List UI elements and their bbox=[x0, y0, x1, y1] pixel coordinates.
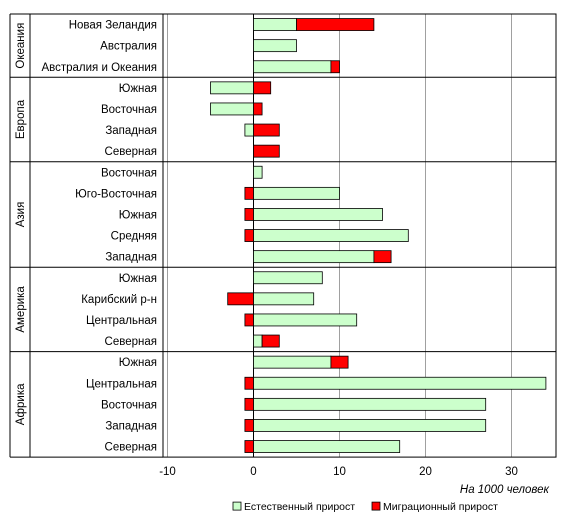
bar-migration-increase bbox=[253, 144, 280, 158]
category-label: Австралия и Океания bbox=[41, 62, 157, 74]
category-label: Средняя bbox=[111, 231, 157, 243]
bar-natural-increase bbox=[210, 81, 254, 95]
category-label: Южная bbox=[119, 83, 157, 95]
bar-natural-increase bbox=[253, 376, 547, 390]
bar-natural-increase bbox=[253, 397, 487, 411]
category-label: Восточная bbox=[101, 399, 157, 411]
plot-frame bbox=[162, 13, 557, 458]
category-label: Северная bbox=[105, 442, 157, 454]
bar-natural-increase bbox=[253, 271, 323, 285]
group-label: Азия bbox=[15, 202, 27, 228]
bar-natural-increase bbox=[253, 250, 375, 264]
bar-migration-increase bbox=[296, 18, 375, 31]
bar-natural-increase bbox=[253, 18, 297, 31]
x-tick-label: 10 bbox=[333, 466, 346, 478]
bar-natural-increase bbox=[253, 355, 332, 369]
category-label: Карибский р-н bbox=[81, 294, 157, 306]
bar-natural-increase bbox=[253, 60, 332, 74]
category-label: Центральная bbox=[86, 315, 157, 327]
group-label: Африка bbox=[15, 383, 27, 425]
bar-natural-increase bbox=[253, 165, 263, 179]
group-label: Океания bbox=[15, 23, 27, 69]
bar-migration-increase bbox=[330, 60, 340, 74]
bar-migration-increase bbox=[244, 376, 254, 390]
bar-migration-increase bbox=[253, 81, 272, 95]
category-labels: Новая Зеландия Австралия Австралия и Океан… bbox=[41, 20, 157, 454]
category-label: Южная bbox=[119, 209, 157, 221]
bar-natural-increase bbox=[253, 208, 383, 221]
bar-migration-increase bbox=[330, 355, 349, 369]
bar-migration-increase bbox=[253, 123, 280, 137]
bar-natural-increase bbox=[244, 123, 254, 137]
group-label: Америка bbox=[15, 286, 27, 333]
category-label: Южная bbox=[119, 357, 157, 369]
legend-swatch-natural bbox=[232, 501, 242, 511]
bar-natural-increase bbox=[253, 334, 263, 348]
category-label: Восточная bbox=[101, 104, 157, 116]
category-label: Северная bbox=[105, 146, 157, 158]
bar-migration-increase bbox=[244, 208, 254, 221]
bar-migration-increase bbox=[244, 229, 254, 242]
x-axis-label: На 1000 человек bbox=[460, 484, 550, 496]
category-label: Австралия bbox=[100, 41, 157, 53]
category-label: Северная bbox=[105, 336, 157, 348]
x-tick-label: 30 bbox=[505, 466, 518, 478]
x-tick-label: 20 bbox=[419, 466, 432, 478]
bar-natural-increase bbox=[253, 419, 487, 432]
x-tick-label: 0 bbox=[250, 466, 256, 478]
category-label: Восточная bbox=[101, 167, 157, 179]
bar-natural-increase bbox=[253, 292, 315, 306]
group-labels: Океания Европа Азия Америка Африка bbox=[9, 13, 556, 458]
bar-natural-increase bbox=[253, 39, 297, 53]
bar-migration-increase bbox=[244, 419, 254, 432]
bar-natural-increase bbox=[253, 313, 358, 327]
category-label: Западная bbox=[105, 125, 157, 137]
bar-migration-increase bbox=[244, 397, 254, 411]
category-label: Южная bbox=[119, 273, 157, 285]
legend-label-migration: Миграционный прирост bbox=[383, 501, 498, 513]
category-label: Юго-Восточная bbox=[75, 188, 157, 200]
bar-migration-increase bbox=[253, 102, 263, 116]
legend-label-natural: Естественный прирост bbox=[244, 501, 355, 513]
bar-natural-increase bbox=[210, 102, 254, 116]
legend: Естественный прирост Миграционный прирост bbox=[232, 501, 498, 513]
bar-migration-increase bbox=[373, 250, 392, 264]
bar-natural-increase bbox=[253, 229, 409, 242]
bar-migration-increase bbox=[244, 313, 254, 327]
bar-migration-increase bbox=[261, 334, 280, 348]
bar-migration-increase bbox=[244, 440, 254, 453]
category-label: Новая Зеландия bbox=[69, 20, 157, 32]
legend-swatch-migration bbox=[371, 501, 381, 511]
category-label: Центральная bbox=[86, 378, 157, 390]
bar-natural-increase bbox=[253, 186, 340, 200]
x-tick-label: -10 bbox=[159, 466, 176, 478]
x-tick-labels: -10 0 10 20 30 bbox=[159, 466, 518, 478]
category-label: Западная bbox=[105, 252, 157, 264]
category-label: Западная bbox=[105, 420, 157, 432]
bar-natural-increase bbox=[253, 440, 401, 453]
bar-migration-increase bbox=[227, 292, 254, 306]
bar-migration-increase bbox=[244, 186, 254, 200]
group-label: Европа bbox=[15, 99, 27, 139]
bars bbox=[210, 18, 547, 453]
